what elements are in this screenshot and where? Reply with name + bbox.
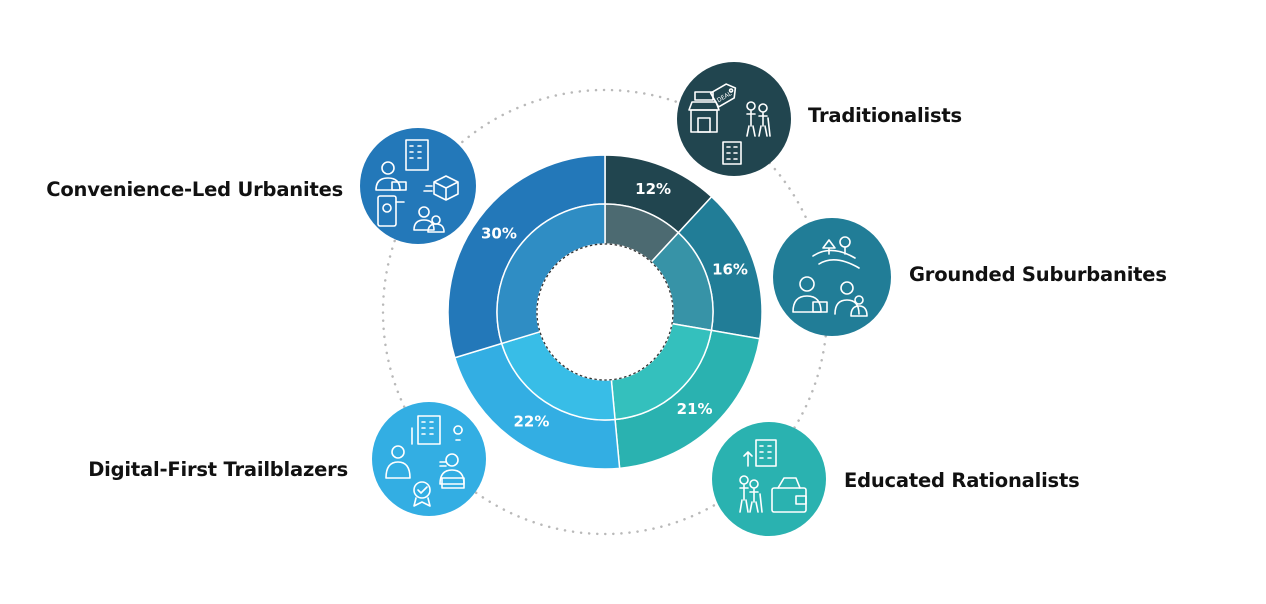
label-convenience-led-urbanites: Convenience-Led Urbanites [46, 178, 343, 201]
convenience-led-urbanites-badge [360, 128, 476, 244]
developer-award-icon [385, 415, 465, 507]
grounded-suburbanites-badge [773, 218, 891, 336]
educated-rationalists-badge [712, 422, 826, 536]
traditionalists-badge: DEAL [677, 62, 791, 176]
label-educated-rationalists: Educated Rationalists [844, 469, 1080, 492]
value-label-grounded-suburbanites: 16% [712, 261, 748, 279]
elderly-wallet-icon [739, 439, 807, 513]
digital-first-trailblazers-badge [372, 402, 486, 516]
countryside-family-icon [792, 236, 868, 317]
delivery-mobile-icon [375, 139, 459, 233]
value-label-convenience-led-urbanites: 30% [481, 224, 517, 242]
donut-hole [536, 243, 674, 381]
store-deal-elderly-icon: DEAL [688, 83, 771, 165]
label-grounded-suburbanites: Grounded Suburbanites [909, 263, 1167, 286]
value-label-digital-first-trailblazers: 22% [513, 413, 549, 431]
label-digital-first-trailblazers: Digital-First Trailblazers [88, 458, 348, 481]
label-traditionalists: Traditionalists [808, 104, 962, 127]
value-label-traditionalists: 12% [635, 180, 671, 198]
value-label-educated-rationalists: 21% [677, 400, 713, 418]
